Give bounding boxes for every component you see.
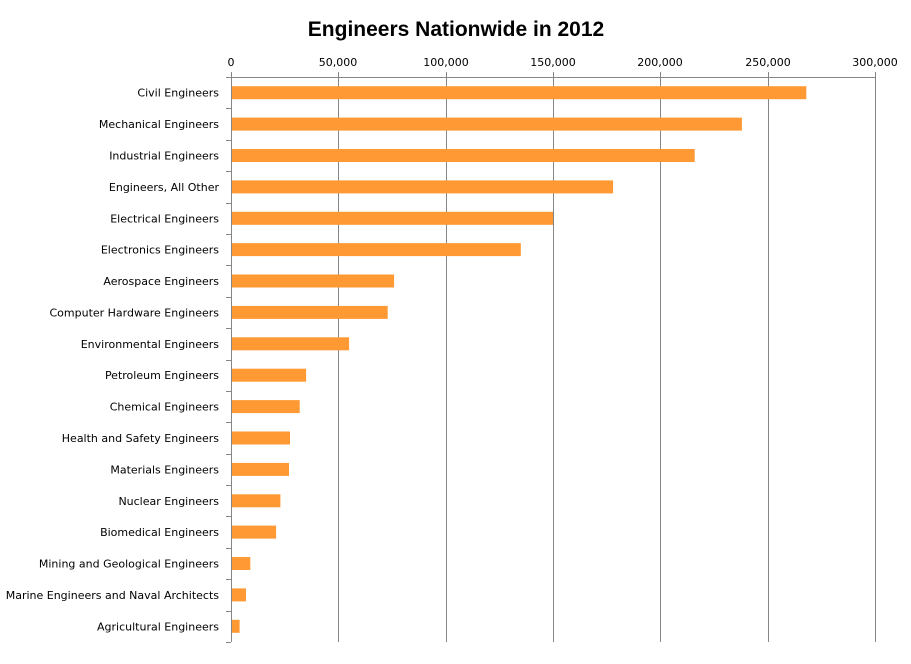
axes: [226, 77, 876, 643]
bar: [232, 243, 521, 257]
x-tick-label: 250,000: [745, 56, 791, 69]
bar: [232, 588, 246, 602]
category-label: Mining and Geological Engineers: [39, 558, 219, 571]
category-label: Mechanical Engineers: [99, 118, 219, 131]
bar: [232, 211, 553, 225]
bar: [232, 557, 251, 570]
bar: [232, 86, 807, 100]
bar: [232, 431, 290, 445]
bars: [232, 86, 807, 633]
category-label: Nuclear Engineers: [118, 495, 219, 508]
bar: [232, 149, 695, 162]
bar: [232, 462, 289, 476]
gridlines: [338, 77, 876, 642]
category-label: Electronics Engineers: [101, 244, 219, 257]
category-label: Aerospace Engineers: [103, 275, 219, 288]
x-tick-label: 200,000: [637, 56, 683, 69]
category-label: Materials Engineers: [110, 463, 219, 476]
category-label: Electrical Engineers: [110, 212, 219, 225]
category-label: Petroleum Engineers: [105, 369, 219, 382]
chart-title: Engineers Nationwide in 2012: [308, 18, 604, 41]
category-label: Biomedical Engineers: [100, 526, 219, 539]
category-label: Civil Engineers: [137, 87, 219, 100]
bar: [232, 494, 281, 508]
category-label: Chemical Engineers: [110, 401, 220, 414]
bar: [232, 274, 395, 288]
x-axis-ticks: 0 50,000 100,000 150,000 200,000 250,000 300,0…: [228, 56, 898, 77]
bar: [232, 337, 350, 351]
bar: [232, 368, 307, 382]
category-label: Industrial Engineers: [109, 150, 219, 163]
bar: [232, 305, 388, 319]
category-label: Environmental Engineers: [81, 338, 220, 351]
category-label: Computer Hardware Engineers: [49, 306, 219, 319]
bar: [232, 619, 240, 633]
bar: [232, 180, 614, 194]
x-tick-label: 0: [228, 56, 235, 69]
x-tick-label: 100,000: [423, 56, 469, 69]
category-label: Agricultural Engineers: [97, 620, 219, 633]
category-label: Engineers, All Other: [109, 181, 220, 194]
x-tick-label: 50,000: [319, 56, 358, 69]
x-tick-label: 300,000: [852, 56, 898, 69]
bar: [232, 525, 277, 539]
category-label: Marine Engineers and Naval Architects: [6, 589, 220, 602]
category-label: Health and Safety Engineers: [62, 432, 219, 445]
x-tick-label: 150,000: [530, 56, 576, 69]
category-labels: Civil Engineers Mechanical Engineers Indus…: [6, 87, 220, 634]
bar: [232, 117, 742, 131]
bar: [232, 400, 300, 414]
